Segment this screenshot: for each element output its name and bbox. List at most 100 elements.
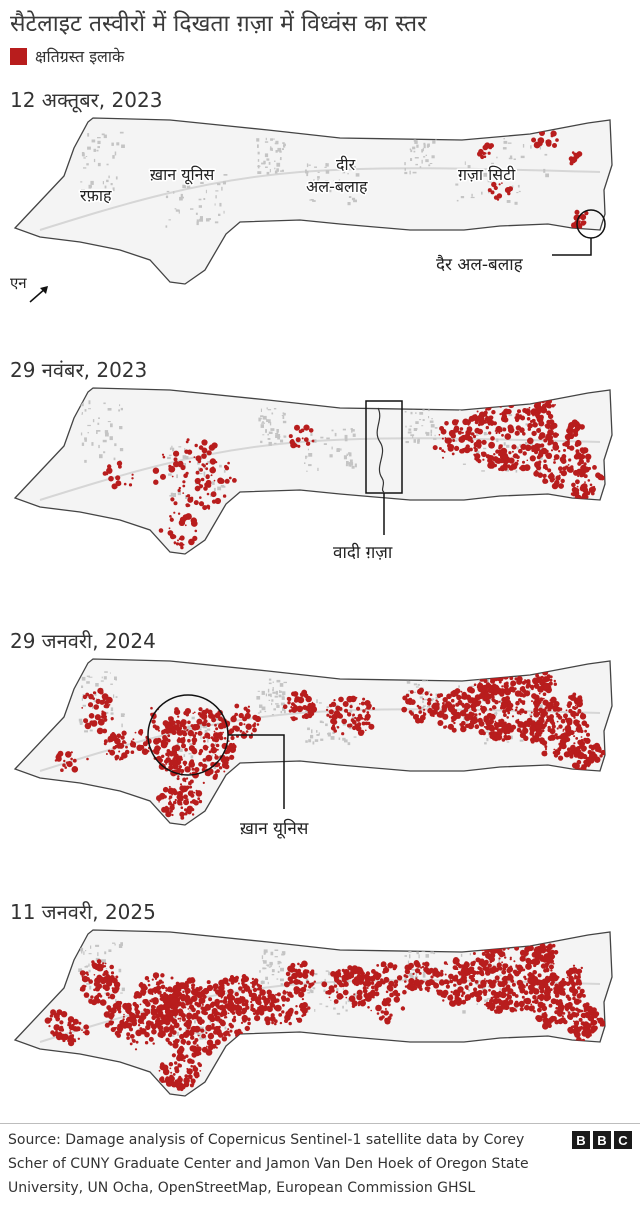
damage-spot [575, 1023, 579, 1027]
damage-areas [54, 668, 606, 820]
urban-dot [274, 949, 279, 951]
damage-spot [511, 982, 516, 987]
damage-spot [530, 1003, 533, 1006]
damage-spot [370, 1009, 373, 1012]
urban-dot [104, 430, 109, 434]
urban-dot [421, 706, 425, 709]
urban-dot [259, 970, 261, 973]
damage-spot [410, 980, 413, 983]
damage-spot [540, 988, 545, 993]
urban-dot [332, 731, 335, 734]
damage-spot [387, 986, 394, 992]
damage-spot [178, 486, 181, 490]
damage-spot [455, 694, 457, 697]
damage-spot [85, 994, 88, 997]
urban-dot [274, 695, 278, 698]
damage-spot [448, 429, 456, 437]
urban-dot [421, 159, 423, 164]
damage-spot [182, 480, 186, 484]
damage-spot [451, 727, 457, 733]
damage-spot [81, 1029, 83, 1031]
damage-spot [365, 995, 369, 999]
damage-spot [251, 977, 255, 981]
damage-spot [574, 153, 580, 159]
urban-dot [421, 675, 425, 678]
damage-spot [544, 745, 548, 749]
damage-spot [217, 715, 221, 719]
damage-spot [478, 712, 482, 716]
urban-dot [503, 140, 508, 144]
damage-spot [584, 481, 586, 483]
damage-spot [526, 982, 529, 985]
damage-spot [105, 992, 110, 997]
damage-spot [237, 982, 240, 985]
damage-spot [179, 1020, 181, 1022]
damage-spot [163, 1080, 166, 1083]
urban-dot [190, 208, 194, 210]
damage-spot [578, 459, 584, 465]
damage-spot [307, 709, 313, 715]
damage-spot [237, 1013, 240, 1015]
damage-spot [503, 697, 508, 703]
urban-dot [345, 464, 348, 467]
damage-spot [219, 478, 225, 484]
urban-dot [94, 189, 98, 192]
damage-spot [147, 988, 154, 995]
damage-spot [430, 980, 435, 985]
callout-label-deir-al-balah: दैर अल-बलाह [436, 254, 524, 275]
damage-spot [122, 740, 126, 744]
urban-dot [186, 726, 190, 730]
damage-spot [374, 974, 381, 981]
urban-dot [257, 690, 260, 692]
urban-dot [170, 492, 173, 497]
damage-spot [599, 751, 602, 753]
damage-spot [507, 668, 513, 674]
damage-spot [420, 966, 423, 969]
damage-spot [238, 986, 243, 991]
damage-spot [526, 459, 529, 462]
urban-dot [431, 699, 434, 702]
damage-spot [282, 990, 287, 995]
urban-dot [508, 414, 513, 417]
damage-spot [488, 688, 494, 694]
damage-spot [192, 1065, 197, 1069]
urban-dot [404, 976, 407, 981]
damage-spot [190, 793, 195, 798]
damage-spot [81, 985, 84, 988]
damage-spot [192, 712, 194, 715]
urban-dot [267, 433, 269, 436]
damage-spot [548, 975, 554, 981]
damage-spot [474, 724, 480, 730]
damage-spot [151, 1029, 157, 1035]
damage-spot [487, 671, 494, 679]
damage-spot [176, 720, 181, 725]
damage-spot [201, 709, 208, 716]
damage-spot [212, 983, 219, 990]
damage-spot [175, 721, 178, 724]
damage-spot [175, 981, 180, 986]
damage-spot [440, 712, 445, 716]
damage-spot [473, 988, 476, 991]
urban-dot [257, 171, 262, 174]
damage-spot [531, 693, 537, 699]
damage-spot [532, 422, 538, 428]
damage-spot [164, 1019, 171, 1026]
urban-dot [261, 706, 266, 711]
damage-spot [205, 462, 209, 466]
damage-spot [558, 707, 563, 711]
damage-spot [199, 484, 204, 488]
damage-spot [488, 988, 491, 992]
gaza-map-oct-2023: रफ़ाह ख़ान यूनिस दीर अल-बलाह ग़ज़ा सिटी … [9, 117, 613, 303]
damage-spot [214, 998, 221, 1005]
damage-spot [551, 943, 556, 948]
urban-dot [280, 967, 284, 972]
damage-spot [560, 458, 567, 464]
urban-dot [500, 427, 505, 429]
damage-spot [365, 729, 367, 732]
urban-dot [421, 948, 426, 952]
urban-dot [276, 679, 281, 683]
damage-spot [527, 437, 534, 445]
damage-spot [547, 434, 552, 438]
urban-dot [311, 729, 313, 734]
urban-dot [283, 951, 285, 955]
